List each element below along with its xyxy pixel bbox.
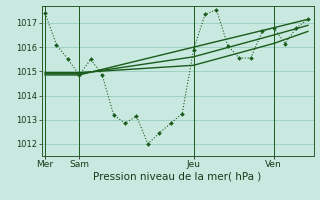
X-axis label: Pression niveau de la mer( hPa ): Pression niveau de la mer( hPa ) <box>93 172 262 182</box>
